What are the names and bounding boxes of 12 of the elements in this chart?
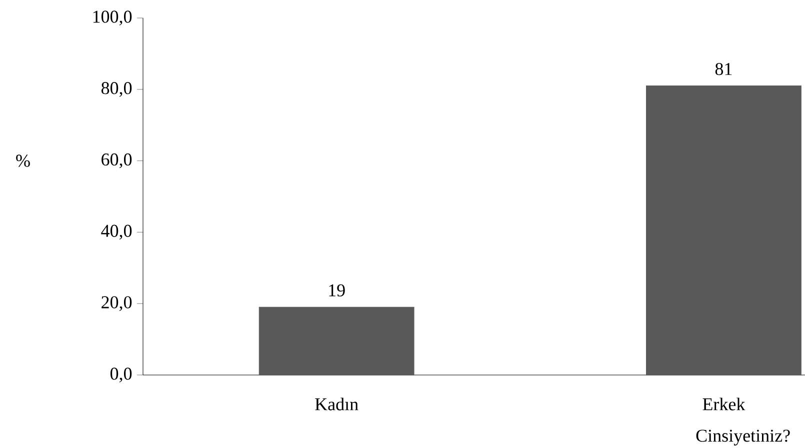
y-tick-label: 40,0 bbox=[101, 224, 132, 240]
y-tick-label: 20,0 bbox=[102, 296, 132, 311]
y-axis-title: % bbox=[16, 154, 30, 167]
data-label: 81 bbox=[715, 62, 732, 76]
y-tick-label: 60,0 bbox=[102, 153, 132, 168]
data-label: 19 bbox=[329, 284, 345, 296]
y-tick-label: 80,0 bbox=[101, 82, 132, 97]
x-tick-label: Erkek bbox=[702, 398, 746, 410]
x-axis-title: Cinsiyetiniz? bbox=[696, 430, 790, 446]
y-tick-label: 0,0 bbox=[110, 368, 132, 382]
y-tick-label: 100,0 bbox=[93, 10, 132, 26]
x-tick-label: Kadın bbox=[315, 398, 358, 410]
